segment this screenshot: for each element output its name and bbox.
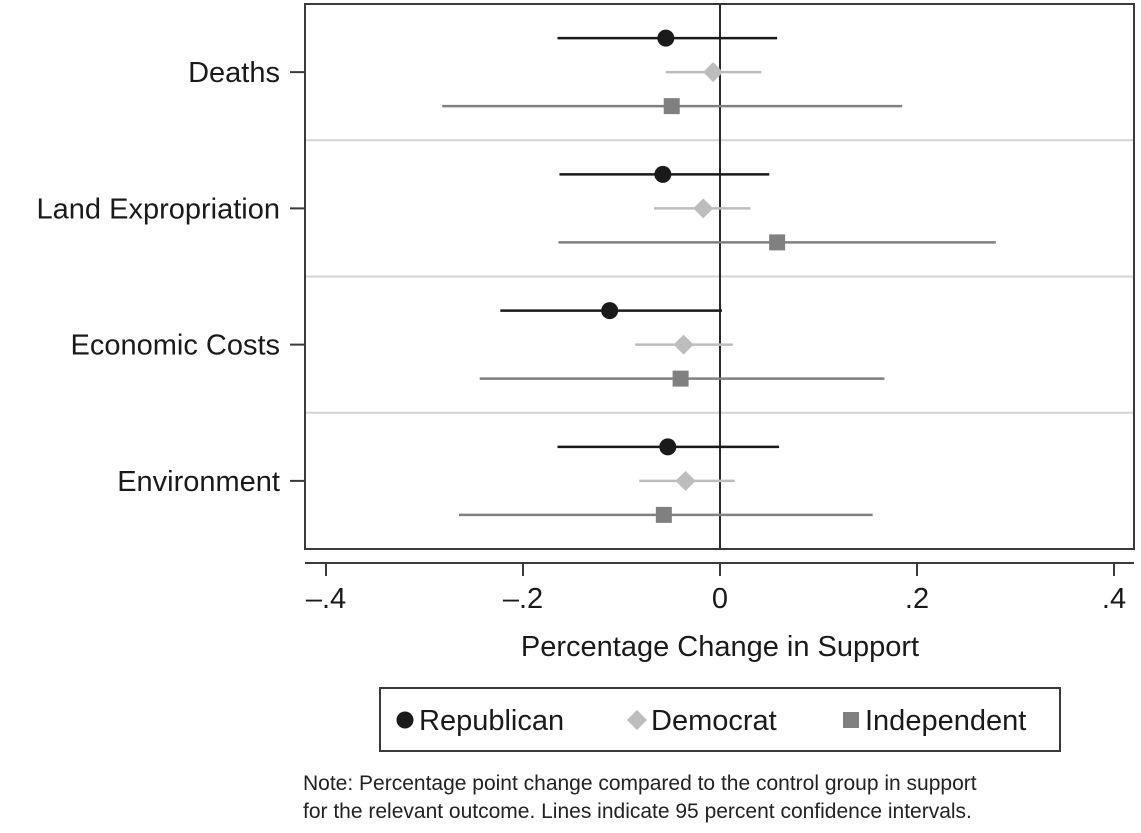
coefficient-chart: Deaths Land Expropriation Economic Costs En… (37, 3, 1135, 752)
point-independent-environment (655, 506, 672, 523)
y-axis-category-labels: Deaths Land Expropriation Economic Costs En… (37, 57, 305, 498)
series-republican (500, 29, 780, 456)
y-label-land-expropriation: Land Expropriation (37, 193, 280, 225)
legend-marker-republican (396, 711, 414, 729)
point-independent-deaths (663, 98, 680, 115)
point-democrat-land-expropriation (693, 198, 714, 219)
point-republican-environment (659, 438, 677, 456)
legend-marker-independent (843, 712, 859, 728)
point-republican-economic-costs (601, 302, 619, 320)
legend-marker-democrat (627, 710, 647, 730)
note-line-2: for the relevant outcome. Lines indicate… (303, 800, 972, 823)
figure-note: Note: Percentage point change compared t… (303, 770, 1133, 826)
series-marks (442, 29, 996, 523)
x-tick-label: .4 (1102, 583, 1126, 615)
legend-label-independent: Independent (865, 705, 1026, 737)
x-tick-label: –.2 (503, 583, 543, 615)
point-independent-land-expropriation (769, 234, 786, 251)
series-independent (442, 98, 996, 523)
legend-label-republican: Republican (419, 705, 564, 737)
point-democrat-deaths (703, 62, 724, 83)
point-independent-economic-costs (672, 370, 689, 387)
point-republican-deaths (657, 29, 675, 47)
note-line-1: Note: Percentage point change compared t… (303, 772, 977, 795)
series-democrat (635, 62, 762, 491)
point-democrat-economic-costs (673, 334, 694, 355)
y-label-economic-costs: Economic Costs (70, 330, 280, 362)
point-democrat-environment (675, 470, 696, 491)
point-republican-land-expropriation (654, 165, 672, 183)
legend: Republican Democrat Independent (379, 687, 1061, 752)
legend-box (379, 687, 1061, 752)
x-tick-label: .2 (905, 583, 929, 615)
y-label-deaths: Deaths (188, 57, 280, 89)
x-axis-label: Percentage Change in Support (521, 631, 919, 663)
x-axis: –.4 –.2 0 .2 .4 (305, 562, 1134, 615)
y-label-environment: Environment (117, 466, 280, 498)
x-tick-label: –.4 (306, 583, 346, 615)
x-tick-label: 0 (712, 583, 728, 615)
legend-label-democrat: Democrat (651, 705, 777, 737)
